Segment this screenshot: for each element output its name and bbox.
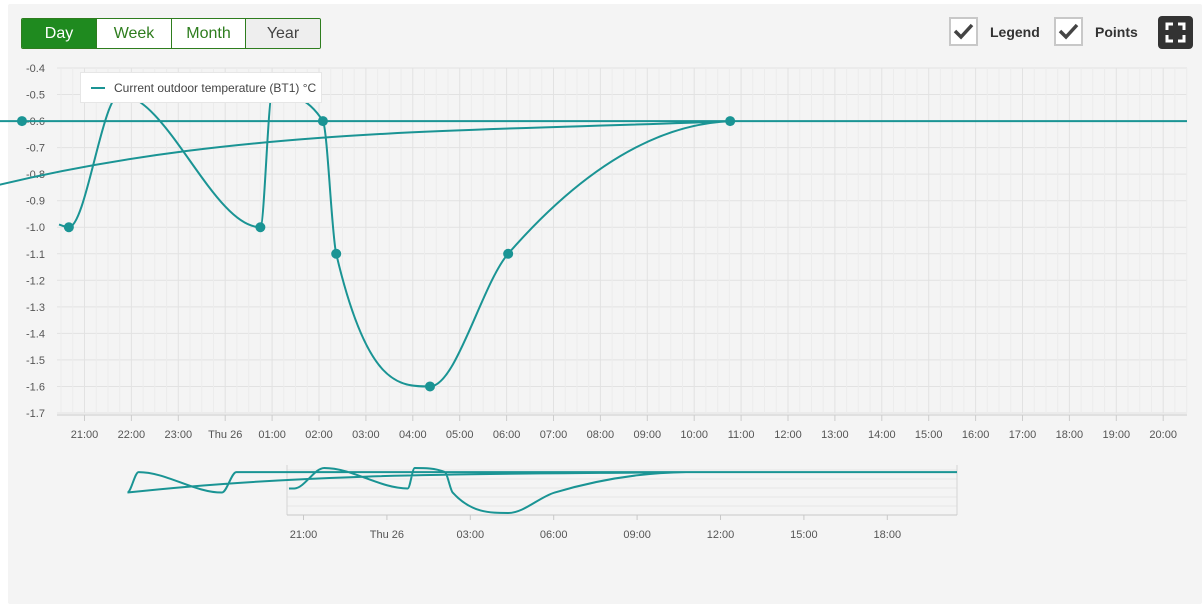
legend-series-swatch <box>91 86 105 89</box>
fullscreen-button[interactable] <box>1158 16 1193 49</box>
range-selector: Day Week Month Year <box>21 18 321 49</box>
points-toggle[interactable]: Points <box>1054 17 1138 46</box>
legend-toggle[interactable]: Legend <box>949 17 1040 46</box>
range-week-button[interactable]: Week <box>97 19 172 48</box>
range-year-button[interactable]: Year <box>246 19 320 48</box>
checkmark-icon <box>1058 23 1079 40</box>
points-checkbox[interactable] <box>1054 17 1083 46</box>
chart-legend[interactable]: Current outdoor temperature (BT1) °C <box>80 72 322 103</box>
range-day-button[interactable]: Day <box>22 19 97 48</box>
range-month-button[interactable]: Month <box>172 19 246 48</box>
fullscreen-icon <box>1165 22 1186 43</box>
legend-toggle-label: Legend <box>990 23 1040 40</box>
legend-checkbox[interactable] <box>949 17 978 46</box>
legend-series-label: Current outdoor temperature (BT1) °C <box>114 80 317 95</box>
points-toggle-label: Points <box>1095 23 1138 40</box>
checkmark-icon <box>953 23 974 40</box>
